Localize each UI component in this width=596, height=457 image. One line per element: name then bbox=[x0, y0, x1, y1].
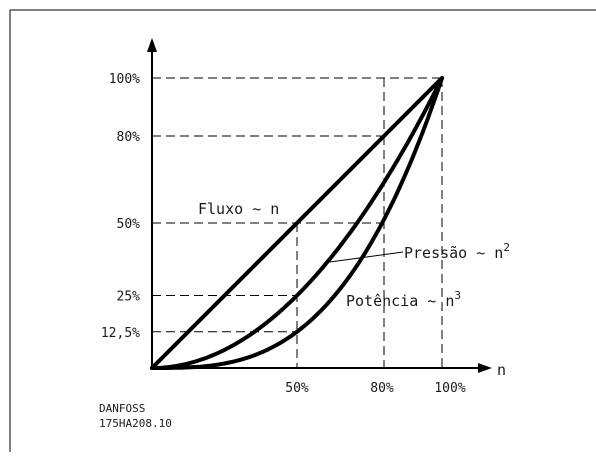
x-tick-label-2: 100% bbox=[434, 381, 465, 396]
y-tick-label-1: 25% bbox=[117, 290, 141, 305]
label-pressure: Pressão ~ n2 bbox=[404, 241, 510, 262]
label-power: Potência ~ n3 bbox=[346, 289, 461, 310]
label-pressure-rest: ~ n bbox=[467, 244, 503, 262]
curve-power bbox=[150, 76, 444, 370]
y-axis-arrow bbox=[147, 38, 157, 52]
credit-line2: 175HA208.10 bbox=[99, 417, 172, 430]
label-power-base: Potência ~ n bbox=[346, 292, 454, 310]
label-pressure-sup: 2 bbox=[503, 241, 510, 254]
credit-line1: DANFOSS bbox=[99, 402, 145, 415]
label-flow: Fluxo ~ n bbox=[198, 200, 279, 218]
curves bbox=[150, 76, 444, 370]
y-tick-label-4: 100% bbox=[109, 72, 140, 87]
x-axis-name: n bbox=[497, 361, 506, 379]
tick-labels: 12,5% 25% 50% 80% 100% 50% 80% 100% bbox=[101, 72, 466, 396]
x-tick-label-1: 80% bbox=[370, 381, 394, 396]
label-power-sup: 3 bbox=[454, 289, 461, 302]
x-tick-label-0: 50% bbox=[285, 381, 309, 396]
label-pressure-base: Press bbox=[404, 244, 449, 262]
curve-flow bbox=[150, 76, 444, 370]
pressure-leader-line bbox=[329, 251, 404, 263]
y-tick-label-0: 12,5% bbox=[101, 326, 140, 341]
label-pressure-tilde: ão bbox=[449, 244, 467, 262]
y-tick-label-2: 50% bbox=[117, 217, 141, 232]
y-tick-label-3: 80% bbox=[117, 130, 141, 145]
curve-pressure bbox=[150, 76, 444, 370]
x-axis-arrow bbox=[478, 363, 492, 373]
